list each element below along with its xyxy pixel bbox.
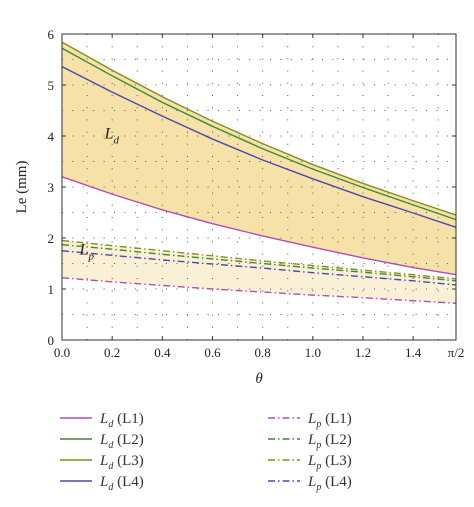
legend-label-d-L1: Ld (L1): [99, 411, 144, 430]
y-tick-label: 4: [48, 129, 55, 144]
band-lp: [62, 240, 456, 304]
series-p-L4: [61, 250, 457, 286]
y-tick-label: 1: [48, 282, 55, 297]
series-d-L4: [61, 66, 457, 228]
series-p-L2: [61, 243, 457, 282]
legend-label-p-L2: Lp (L2): [307, 432, 352, 451]
x-tick-label: 0.6: [204, 345, 221, 360]
series-p-L1: [61, 277, 457, 304]
series-lines: [61, 41, 457, 304]
series-d-L3: [61, 41, 457, 216]
legend: Ld (L1) Ld (L2) Ld (L3) Ld (L4) Lp (L1) Lp (L…: [60, 411, 352, 493]
region-labels: Ld Lp: [79, 126, 120, 263]
y-tick-label: 0: [48, 333, 55, 348]
x-tick-label: π/2: [448, 345, 465, 360]
y-tick-label: 6: [48, 27, 55, 42]
x-tick-label: 0.4: [154, 345, 171, 360]
legend-label-p-L4: Lp (L4): [307, 474, 352, 493]
legend-label-p-L3: Lp (L3): [307, 453, 352, 472]
x-tick-label: 1.4: [405, 345, 422, 360]
x-axis-label: θ: [255, 371, 263, 387]
axis-ticks: 0.0 0.2 0.4 0.6 0.8 1.0 1.2 1.4 π/2 0 1 2 3 4 5 6: [48, 27, 465, 360]
x-tick-label: 1.2: [355, 345, 371, 360]
legend-label-d-L2: Ld (L2): [99, 432, 144, 451]
legend-label-d-L3: Ld (L3): [99, 453, 144, 472]
x-tick-label: 1.0: [305, 345, 321, 360]
series-p-L3: [61, 239, 457, 280]
y-tick-label: 2: [48, 231, 55, 246]
y-tick-label: 3: [48, 180, 55, 195]
series-d-L1: [61, 176, 457, 276]
x-tick-label: 0.0: [54, 345, 70, 360]
annotation-d: Ld: [104, 126, 120, 147]
x-tick-label: 0.2: [104, 345, 120, 360]
annotation-p: Lp: [79, 241, 95, 262]
legend-label-p-L1: Lp (L1): [307, 411, 352, 430]
y-axis-label: Le (mm): [14, 161, 30, 214]
y-tick-label: 5: [48, 78, 55, 93]
x-tick-label: 0.8: [255, 345, 271, 360]
series-d-L2: [61, 47, 457, 221]
legend-label-d-L4: Ld (L4): [99, 474, 144, 493]
